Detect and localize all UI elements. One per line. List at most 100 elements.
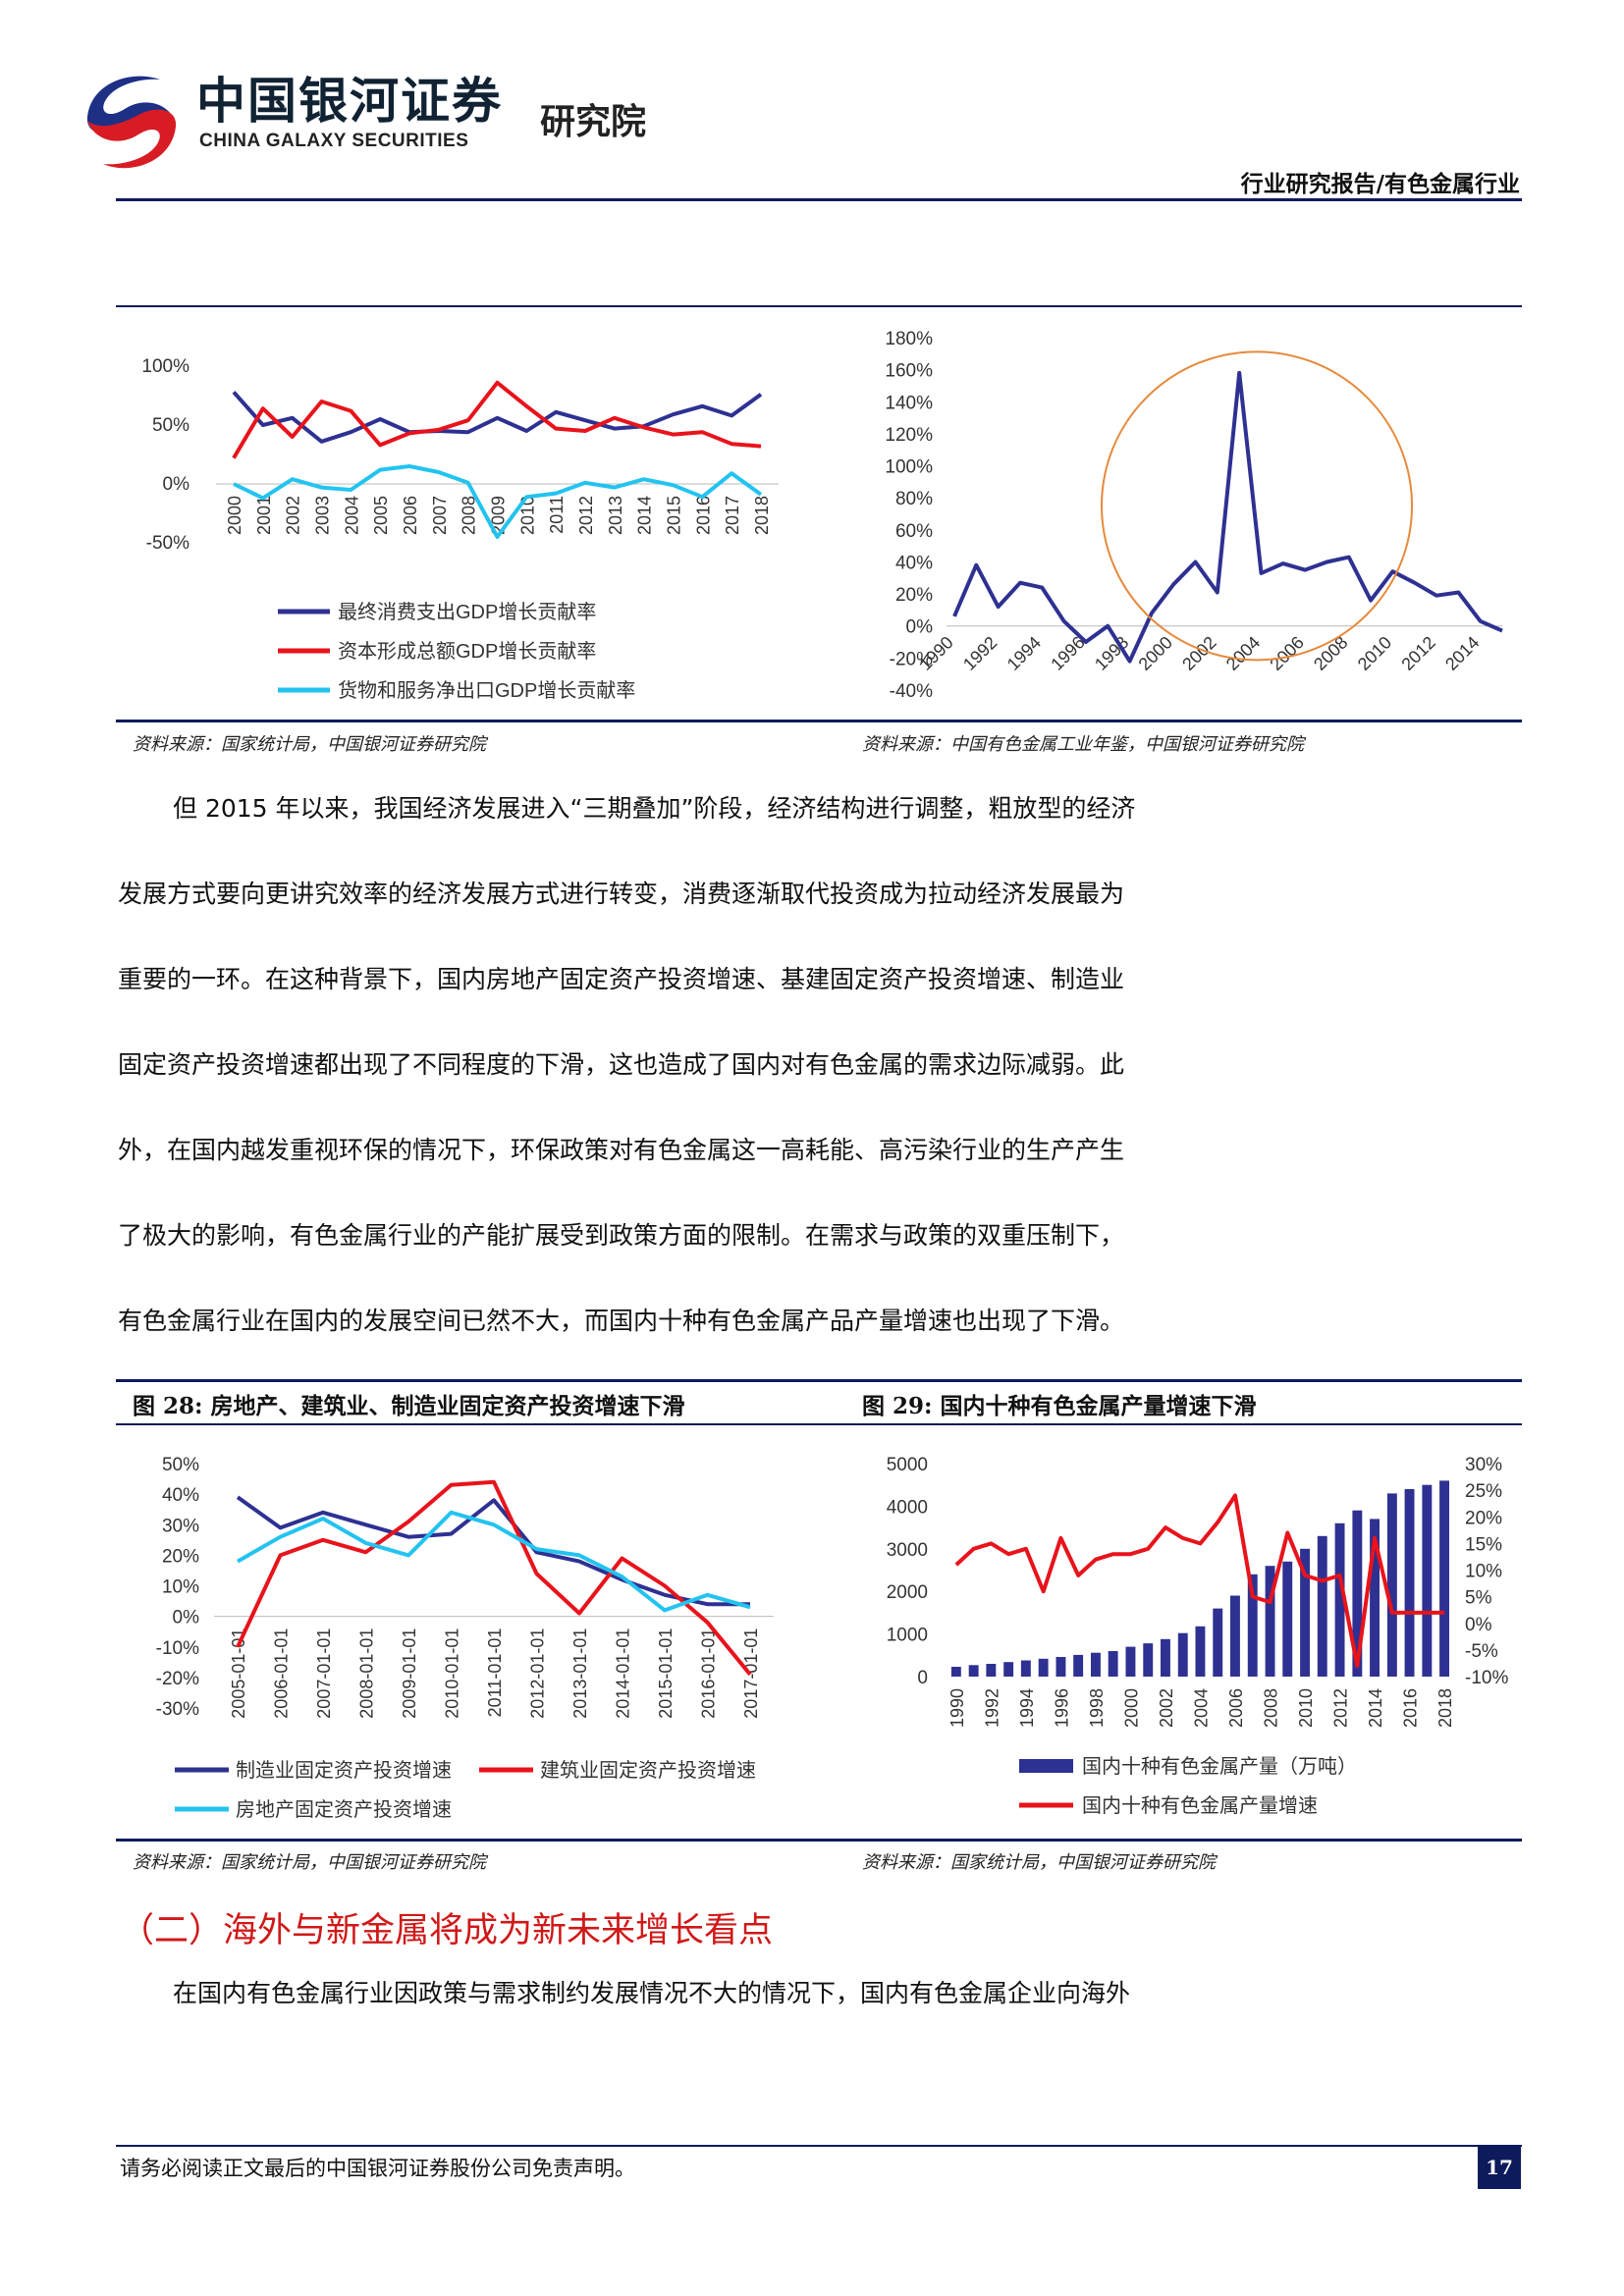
series-line xyxy=(233,464,763,539)
paragraph-line: 了极大的影响，有色金属行业的产能扩展受到政策方面的限制。在需求与政策的双重压制下… xyxy=(118,1221,1125,1250)
y-tick-label: 80% xyxy=(895,489,933,509)
series-line xyxy=(232,391,763,444)
logo-cn-name: 中国银河证券 xyxy=(196,73,503,130)
legend-label: 货物和服务净出口GDP增长贡献率 xyxy=(338,679,635,702)
x-tick-label: 2012 xyxy=(1331,1688,1351,1728)
y-tick-label: 100% xyxy=(885,457,933,478)
x-tick-label: 1996 xyxy=(1052,1688,1071,1728)
legend-label: 国内十种有色金属产量（万吨） xyxy=(1082,1755,1357,1778)
x-tick-label: 2007-01-01 xyxy=(314,1629,334,1719)
x-tick-label: 2009 xyxy=(489,496,509,535)
left-y-tick-label: 5000 xyxy=(887,1455,928,1475)
bar xyxy=(950,1667,961,1677)
left-y-tick-label: 3000 xyxy=(887,1540,928,1561)
x-tick-label: 1992 xyxy=(959,632,1001,673)
chart-gdp-contribution: 100% 50% 0% -50% 2000 2001 2002 2003 2004 2005 200… xyxy=(141,356,779,702)
y-tick-label: 0% xyxy=(173,1608,200,1629)
logo-institute: 研究院 xyxy=(540,102,647,142)
x-tick-label: 2010-01-01 xyxy=(443,1629,462,1719)
series-line xyxy=(236,1479,752,1677)
legend-label: 资本形成总额GDP增长贡献率 xyxy=(338,640,596,663)
legend-label: 国内十种有色金属产量增速 xyxy=(1082,1794,1318,1817)
right-y-tick-label: 5% xyxy=(1465,1588,1492,1609)
x-tick-label: 2013 xyxy=(606,496,625,535)
x-tick-label: 2014 xyxy=(1366,1688,1385,1728)
page-number: 17 xyxy=(1478,2146,1521,2189)
footer-rule xyxy=(116,2145,1522,2147)
x-tick-label: 2000 xyxy=(225,496,244,535)
x-tick-label: 2005-01-01 xyxy=(229,1629,248,1719)
y-tick-label: -50% xyxy=(146,533,189,554)
y-tick-label: -20% xyxy=(890,649,933,669)
bar xyxy=(1143,1643,1154,1677)
right-y-tick-label: 20% xyxy=(1465,1508,1502,1528)
x-tick-label: 1990 xyxy=(947,1688,967,1728)
x-tick-label: 2012 xyxy=(1397,632,1438,673)
series-line xyxy=(237,1510,751,1613)
paragraph-line: 固定资产投资增速都出现了不同程度的下滑，这也造成了国内对有色金属的需求边际减弱。… xyxy=(118,1050,1125,1079)
x-tick-label: 2016 xyxy=(1401,1688,1421,1728)
x-tick-label: 2005 xyxy=(371,496,391,535)
series-line xyxy=(952,370,1503,664)
x-tick-label: 1994 xyxy=(1003,632,1045,673)
x-tick-label: 2012 xyxy=(576,496,596,535)
series-line xyxy=(954,1493,1445,1669)
x-tick-label: 2008 xyxy=(1262,1688,1281,1728)
right-y-tick-label: 10% xyxy=(1465,1562,1502,1582)
x-tick-label: 2013-01-01 xyxy=(570,1629,590,1719)
bar xyxy=(1422,1484,1433,1677)
y-tick-label: 30% xyxy=(162,1516,199,1536)
bar xyxy=(1091,1652,1101,1677)
x-tick-label: 2008 xyxy=(460,496,479,535)
bar xyxy=(1108,1651,1118,1677)
bottom-figure-title-rule xyxy=(116,1423,1522,1425)
legend-swatch xyxy=(1019,1759,1073,1773)
section-heading: （二）海外与新金属将成为新未来增长看点 xyxy=(120,1911,774,1950)
paragraph-line: 重要的一环。在这种背景下，国内房地产固定资产投资增速、基建固定资产投资增速、制造… xyxy=(118,965,1125,993)
bar xyxy=(1161,1638,1170,1677)
x-tick-label: 2004 xyxy=(1192,1688,1212,1728)
x-tick-label: 1998 xyxy=(1087,1688,1107,1728)
x-tick-label: 2012-01-01 xyxy=(528,1629,548,1719)
x-tick-label: 2008 xyxy=(1310,632,1351,673)
paragraph-line: 外，在国内越发重视环保的情况下，环保政策对有色金属这一高耗能、高污染行业的生产产… xyxy=(118,1136,1125,1164)
legend-label: 房地产固定资产投资增速 xyxy=(236,1798,452,1821)
x-tick-label: 2014 xyxy=(1441,632,1483,673)
bar xyxy=(986,1664,997,1677)
x-tick-label: 2017 xyxy=(723,496,742,535)
x-tick-label: 2006 xyxy=(1226,1688,1246,1728)
x-tick-label: 2018 xyxy=(752,496,772,535)
bar xyxy=(1195,1626,1206,1677)
bar xyxy=(1003,1662,1014,1677)
right-y-tick-label: 0% xyxy=(1465,1615,1492,1635)
y-tick-label: 50% xyxy=(152,415,189,436)
y-tick-label: -10% xyxy=(156,1638,199,1659)
top-figure-bottom-rule xyxy=(116,720,1522,722)
x-tick-label: 2016 xyxy=(693,496,713,535)
bar xyxy=(1282,1561,1293,1677)
x-tick-label: 2004 xyxy=(342,496,361,535)
x-tick-label: 2011 xyxy=(547,496,567,534)
x-tick-label: 2002 xyxy=(1157,1688,1176,1728)
y-tick-label: 180% xyxy=(885,329,933,349)
source-top-left: 资料来源：国家统计局，中国银河证券研究院 xyxy=(133,734,486,755)
figure-29-title: 图 29: 国内十种有色金属产量增速下滑 xyxy=(862,1393,1257,1419)
chart-ten-metals-output: 5000 4000 3000 2000 1000 0 30% 25% 20% 15% 10% 5% 0%… xyxy=(887,1455,1509,1817)
x-tick-label: 2014-01-01 xyxy=(614,1629,633,1719)
y-tick-label: 0% xyxy=(163,474,190,495)
bar xyxy=(1352,1510,1363,1677)
source-bottom-right: 资料来源：国家统计局，中国银河证券研究院 xyxy=(862,1852,1216,1873)
y-tick-label: 10% xyxy=(162,1577,199,1598)
y-tick-label: -40% xyxy=(890,681,933,702)
left-y-tick-label: 4000 xyxy=(887,1497,928,1518)
y-tick-label: 50% xyxy=(162,1455,199,1475)
y-tick-label: 40% xyxy=(895,553,933,573)
logo: 中国银河证券 CHINA GALAXY SECURITIES 研究院 xyxy=(74,54,702,172)
y-tick-label: 20% xyxy=(162,1546,199,1567)
x-tick-label: 2001 xyxy=(254,496,274,535)
bottom-figure-bottom-rule xyxy=(116,1839,1522,1842)
paragraph-line: 发展方式要向更讲究效率的经济发展方式进行转变，消费逐渐取代投资成为拉动经济发展最… xyxy=(118,880,1125,908)
x-tick-label: 1992 xyxy=(982,1688,1001,1728)
x-tick-label: 2000 xyxy=(1121,1688,1141,1728)
left-y-tick-label: 1000 xyxy=(887,1626,928,1646)
